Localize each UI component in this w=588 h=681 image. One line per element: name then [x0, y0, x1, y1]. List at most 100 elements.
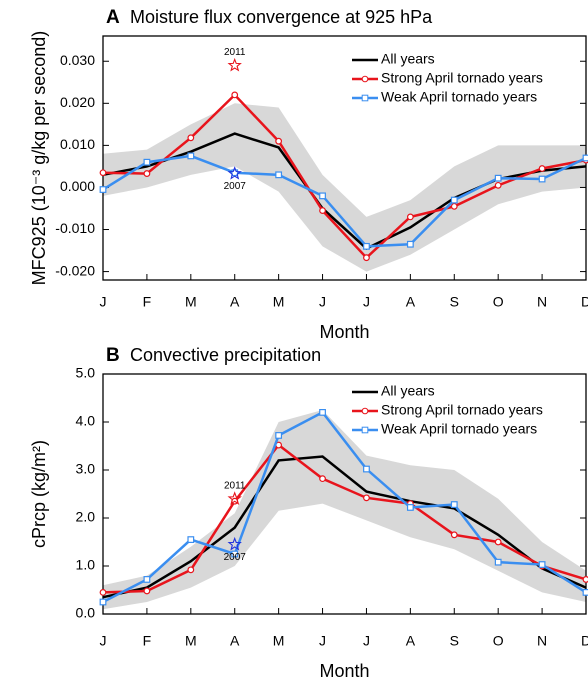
- x-tick-label: A: [230, 633, 240, 649]
- x-tick-label: A: [406, 633, 416, 649]
- marker: [582, 576, 588, 583]
- spread-band: [103, 410, 586, 610]
- marker: [494, 558, 502, 566]
- annotation-label: 2011: [224, 480, 246, 491]
- x-tick-label: O: [493, 633, 504, 649]
- marker: [319, 207, 326, 214]
- marker: [143, 587, 151, 595]
- marker: [406, 240, 414, 248]
- marker: [494, 181, 502, 189]
- legend-label: Strong April tornado years: [381, 70, 543, 86]
- marker: [450, 202, 458, 210]
- annotation-label: 2007: [224, 181, 247, 192]
- y-tick-label: 4.0: [76, 413, 96, 429]
- marker: [363, 242, 370, 250]
- panel-label: B: [106, 345, 120, 366]
- marker: [582, 588, 588, 596]
- y-tick-label: 0.020: [60, 94, 95, 110]
- legend-label: All years: [381, 383, 435, 399]
- x-tick-label: J: [319, 633, 326, 649]
- x-axis-title: Month: [319, 661, 369, 681]
- y-tick-label: 0.0: [76, 605, 96, 621]
- x-tick-label: S: [450, 633, 459, 649]
- marker: [275, 171, 283, 179]
- series-line: [102, 410, 587, 604]
- marker: [99, 589, 107, 596]
- annotation-label: 2007: [224, 552, 247, 563]
- marker: [494, 174, 502, 182]
- marker: [275, 432, 283, 439]
- marker: [187, 152, 195, 160]
- legend-label: Weak April tornado years: [381, 421, 537, 437]
- y-tick-label: 2.0: [76, 509, 96, 525]
- legend-marker: [361, 407, 369, 415]
- x-axis-title: Month: [319, 322, 369, 342]
- marker: [494, 538, 502, 546]
- marker: [231, 91, 239, 99]
- marker: [99, 169, 107, 177]
- x-tick-label: J: [363, 294, 370, 310]
- marker: [319, 409, 326, 416]
- marker: [363, 494, 370, 502]
- legend-marker: [361, 94, 369, 102]
- x-tick-label: A: [406, 294, 416, 310]
- x-tick-label: J: [319, 294, 326, 310]
- marker: [538, 175, 546, 183]
- y-tick-label: -0.010: [55, 220, 95, 236]
- series-line: [102, 154, 587, 248]
- marker: [450, 196, 458, 204]
- chart-title: Convective precipitation: [130, 345, 321, 365]
- marker: [363, 465, 370, 473]
- chart-title: Moisture flux convergence at 925 hPa: [130, 7, 433, 27]
- marker: [538, 561, 546, 568]
- marker: [143, 158, 151, 166]
- y-axis-title: cPrcp (kg/m²): [29, 440, 49, 548]
- marker: [450, 531, 458, 539]
- x-tick-label: D: [581, 294, 588, 310]
- y-axis-title: MFC925 (10⁻³ g/kg per second): [29, 31, 49, 286]
- series-line: [102, 93, 587, 260]
- x-tick-label: S: [450, 294, 459, 310]
- y-tick-label: 1.0: [76, 557, 96, 573]
- x-tick-label: M: [185, 633, 197, 649]
- marker: [99, 598, 107, 606]
- x-tick-label: O: [493, 294, 504, 310]
- plot-frame: [102, 373, 587, 615]
- x-tick-label: N: [537, 633, 547, 649]
- y-tick-label: 0.030: [60, 52, 95, 68]
- x-tick-label: J: [100, 633, 107, 649]
- x-tick-label: F: [143, 294, 152, 310]
- highlight-star: [227, 536, 242, 551]
- marker: [450, 501, 458, 508]
- legend-label: Weak April tornado years: [381, 89, 537, 105]
- x-tick-label: J: [363, 633, 370, 649]
- y-tick-label: 0.000: [60, 178, 95, 194]
- marker: [187, 536, 195, 543]
- y-tick-label: 3.0: [76, 461, 96, 477]
- legend-marker: [361, 426, 369, 434]
- legend-label: Strong April tornado years: [381, 402, 543, 418]
- marker: [187, 134, 195, 142]
- y-tick-label: 0.010: [60, 136, 95, 152]
- x-tick-label: N: [537, 294, 547, 310]
- x-tick-label: M: [273, 294, 285, 310]
- marker: [406, 504, 414, 511]
- annotation-label: 2011: [224, 47, 246, 58]
- spread-band: [103, 103, 586, 272]
- x-tick-label: A: [230, 294, 240, 310]
- marker: [319, 192, 326, 200]
- marker: [275, 137, 283, 145]
- marker: [319, 475, 326, 483]
- marker: [143, 576, 151, 583]
- x-tick-label: M: [273, 633, 285, 649]
- series-line: [102, 455, 587, 599]
- marker: [231, 550, 239, 558]
- highlight-star: [227, 166, 242, 180]
- marker: [143, 170, 151, 177]
- legend-marker: [361, 75, 369, 83]
- marker: [538, 165, 546, 172]
- x-tick-label: F: [143, 633, 152, 649]
- marker: [406, 213, 414, 221]
- marker: [99, 186, 107, 193]
